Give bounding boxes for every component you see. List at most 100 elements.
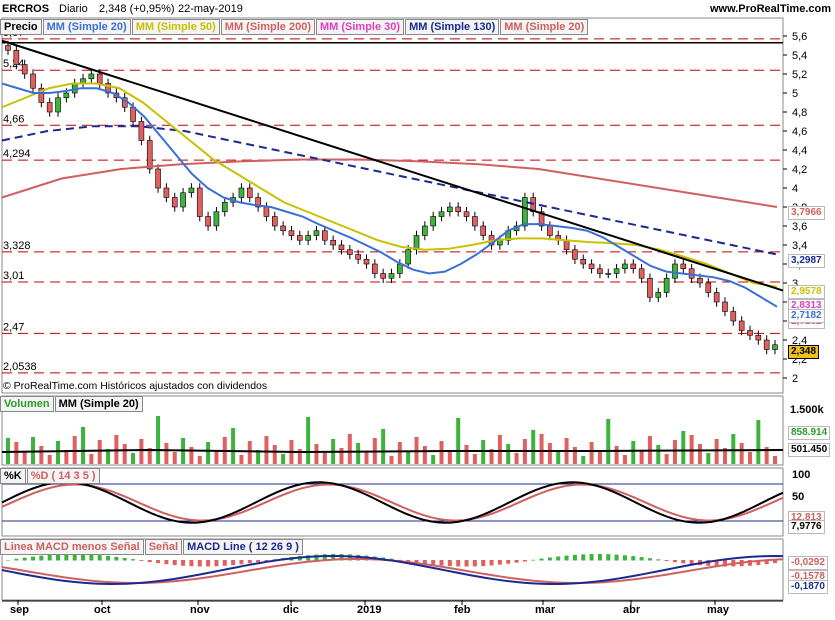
- macd-histogram-bar: [664, 560, 669, 562]
- candle: [363, 258, 370, 265]
- legend-entry[interactable]: Linea MACD menos Señal: [0, 539, 144, 555]
- macd-histogram-bar: [447, 560, 452, 567]
- macd-histogram-bar: [14, 558, 19, 561]
- legend-entry[interactable]: Volumen: [0, 396, 54, 412]
- candle: [271, 216, 278, 227]
- price-legend: Precio MM (Simple 20) MM (Simple 50) MM (Si…: [0, 19, 589, 35]
- candle: [772, 344, 778, 350]
- legend-entry[interactable]: MM (Simple 20): [42, 19, 131, 35]
- volume-bar: [539, 434, 544, 464]
- candle: [55, 97, 61, 113]
- support-level-label: 4,294: [3, 148, 31, 160]
- candle: [680, 263, 687, 270]
- candle: [455, 206, 461, 213]
- candle: [755, 334, 762, 341]
- sma130-line: [1, 125, 778, 256]
- legend-entry[interactable]: MM (Simple 50): [131, 19, 220, 35]
- candle: [305, 235, 311, 241]
- volume-bar: [706, 453, 711, 464]
- candle: [405, 249, 411, 265]
- candle: [438, 211, 445, 217]
- support-level-label: 3,01: [3, 270, 24, 282]
- candle: [605, 273, 612, 275]
- macd-histogram-bar: [264, 560, 269, 561]
- volume-bar: [56, 441, 61, 464]
- volume-bar: [247, 441, 252, 464]
- macd-histogram-bar: [47, 554, 52, 561]
- legend-entry[interactable]: Señal: [144, 539, 183, 555]
- volume-bar: [597, 451, 602, 464]
- volume-bar: [139, 439, 144, 464]
- macd-histogram-bar: [589, 554, 594, 561]
- volume-bar: [172, 452, 177, 464]
- volume-bar: [439, 441, 444, 464]
- volume-bar: [322, 453, 327, 464]
- volume-bar: [97, 440, 102, 464]
- volume-tag: 858.914: [788, 426, 831, 440]
- stoch-tag: 7,9776: [788, 520, 825, 534]
- candle: [463, 211, 470, 217]
- candle: [221, 201, 228, 213]
- y-tick-label: 3,6: [792, 221, 807, 233]
- candle: [280, 225, 286, 232]
- candle: [730, 311, 737, 322]
- volume-ma-line: [1, 448, 784, 454]
- legend-entry[interactable]: MM (Simple 200): [220, 19, 315, 35]
- volume-bar: [556, 452, 561, 464]
- legend-entry[interactable]: %K: [0, 468, 26, 484]
- macd-histogram-bar: [464, 560, 469, 567]
- volume-bar: [31, 437, 36, 464]
- macd-legend: Linea MACD menos Señal Señal MACD Line ( 1…: [0, 539, 304, 555]
- stoch-d-line: [1, 483, 784, 522]
- volume-bar: [489, 449, 494, 464]
- panel-frame: [1, 17, 784, 394]
- legend-entry[interactable]: %D ( 14 3 5 ): [26, 468, 100, 484]
- legend-entry[interactable]: MM (Simple 20): [500, 19, 589, 35]
- volume-bar: [206, 442, 211, 464]
- macd-tag: -0,0292: [788, 556, 828, 570]
- volume-bar: [347, 434, 352, 464]
- legend-entry[interactable]: Precio: [0, 19, 42, 35]
- volume-bar: [589, 442, 594, 464]
- macd-histogram-bar: [606, 554, 611, 561]
- macd-histogram-bar: [6, 560, 10, 561]
- volume-bar: [381, 429, 386, 464]
- candle: [38, 87, 45, 103]
- candle: [597, 268, 603, 274]
- volume-bar: [272, 445, 277, 464]
- candle: [572, 249, 578, 260]
- macd-histogram-bar: [564, 555, 569, 561]
- site-label[interactable]: www.ProRealTime.com: [709, 3, 831, 15]
- volume-bar: [306, 417, 311, 464]
- macd-histogram-bar: [514, 560, 519, 563]
- volume-bar: [431, 455, 436, 464]
- panel-frame: [1, 395, 784, 466]
- volume-bar: [156, 416, 161, 464]
- candle: [647, 277, 653, 298]
- macd-histogram-bar: [156, 560, 161, 564]
- volume-bar: [122, 444, 127, 464]
- volume-bar: [464, 445, 469, 464]
- volume-bar: [681, 431, 686, 464]
- legend-entry[interactable]: MACD Line ( 12 26 9 ): [183, 539, 303, 555]
- candle: [188, 187, 195, 194]
- candle: [246, 187, 253, 198]
- x-tick-label: abr: [623, 604, 641, 616]
- volume-bar: [164, 443, 169, 464]
- x-tick-label: oct: [94, 604, 111, 616]
- legend-entry[interactable]: MM (Simple 30): [315, 19, 405, 35]
- candle: [472, 216, 478, 227]
- candle: [13, 49, 20, 65]
- legend-entry[interactable]: MM (Simple 130): [405, 19, 500, 35]
- volume-bar: [614, 446, 619, 464]
- support-level-label: 3,328: [3, 240, 31, 252]
- x-tick-label: 2019: [357, 604, 382, 616]
- volume-tag: 501.450: [788, 443, 831, 457]
- macd-histogram-bar: [331, 554, 336, 561]
- macd-histogram-bar: [339, 554, 344, 561]
- volume-bar: [256, 450, 261, 464]
- y-tick-label: 3,4: [792, 240, 807, 252]
- macd-histogram-bar: [472, 560, 477, 567]
- candle: [547, 225, 553, 236]
- legend-entry[interactable]: MM (Simple 20): [54, 396, 143, 412]
